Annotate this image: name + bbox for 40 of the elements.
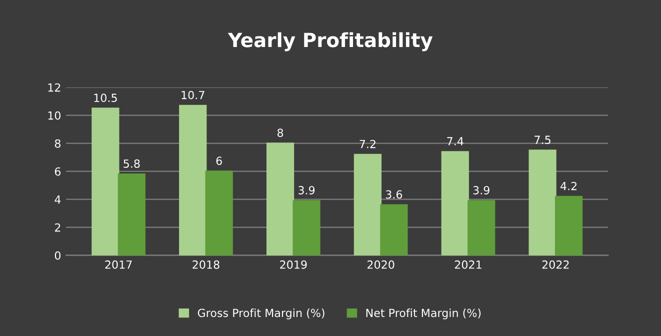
bar — [528, 150, 556, 256]
bar — [179, 104, 207, 256]
y-tick-label: 12 — [48, 83, 60, 92]
bar — [441, 151, 469, 256]
bar — [354, 154, 382, 256]
bar — [92, 108, 120, 256]
x-tick-label: 2020 — [367, 260, 394, 269]
x-tick-label: 2017 — [105, 260, 132, 269]
bar — [266, 142, 294, 256]
data-label: 4.2 — [560, 182, 577, 190]
data-label: 8 — [278, 128, 284, 138]
y-tick-label: 8 — [54, 139, 60, 148]
bar — [468, 200, 496, 256]
y-tick-label: 0 — [54, 251, 60, 260]
x-tick-label: 2019 — [280, 260, 307, 269]
x-tick-label: 2021 — [454, 260, 482, 269]
y-tick-label: 6 — [54, 167, 61, 176]
x-tick-label: 2022 — [542, 260, 569, 269]
y-tick-label: 4 — [54, 195, 61, 204]
data-label: 6 — [216, 156, 222, 166]
bar — [205, 170, 233, 256]
data-label: 7.4 — [447, 137, 464, 146]
data-label: 3.6 — [386, 190, 402, 199]
data-label: 3.9 — [298, 186, 315, 194]
y-tick-label: 2 — [54, 223, 60, 232]
bar — [380, 204, 408, 256]
data-label: 10.5 — [94, 94, 117, 102]
bar — [292, 200, 320, 256]
data-label: 10.7 — [182, 90, 204, 100]
data-label: 5.8 — [124, 159, 140, 168]
bar — [554, 196, 583, 256]
x-tick-label: 2018 — [192, 260, 220, 269]
data-label: 7.2 — [360, 140, 376, 148]
y-tick-label: 10 — [48, 111, 60, 120]
legend-label: Net Profit Margin (%) — [366, 308, 481, 320]
bar — [118, 173, 146, 256]
legend-label: Gross Profit Margin (%) — [198, 308, 324, 320]
data-label: 7.5 — [534, 136, 550, 144]
chart-title: Yearly Profitability — [228, 32, 433, 52]
data-label: 3.9 — [473, 186, 490, 194]
